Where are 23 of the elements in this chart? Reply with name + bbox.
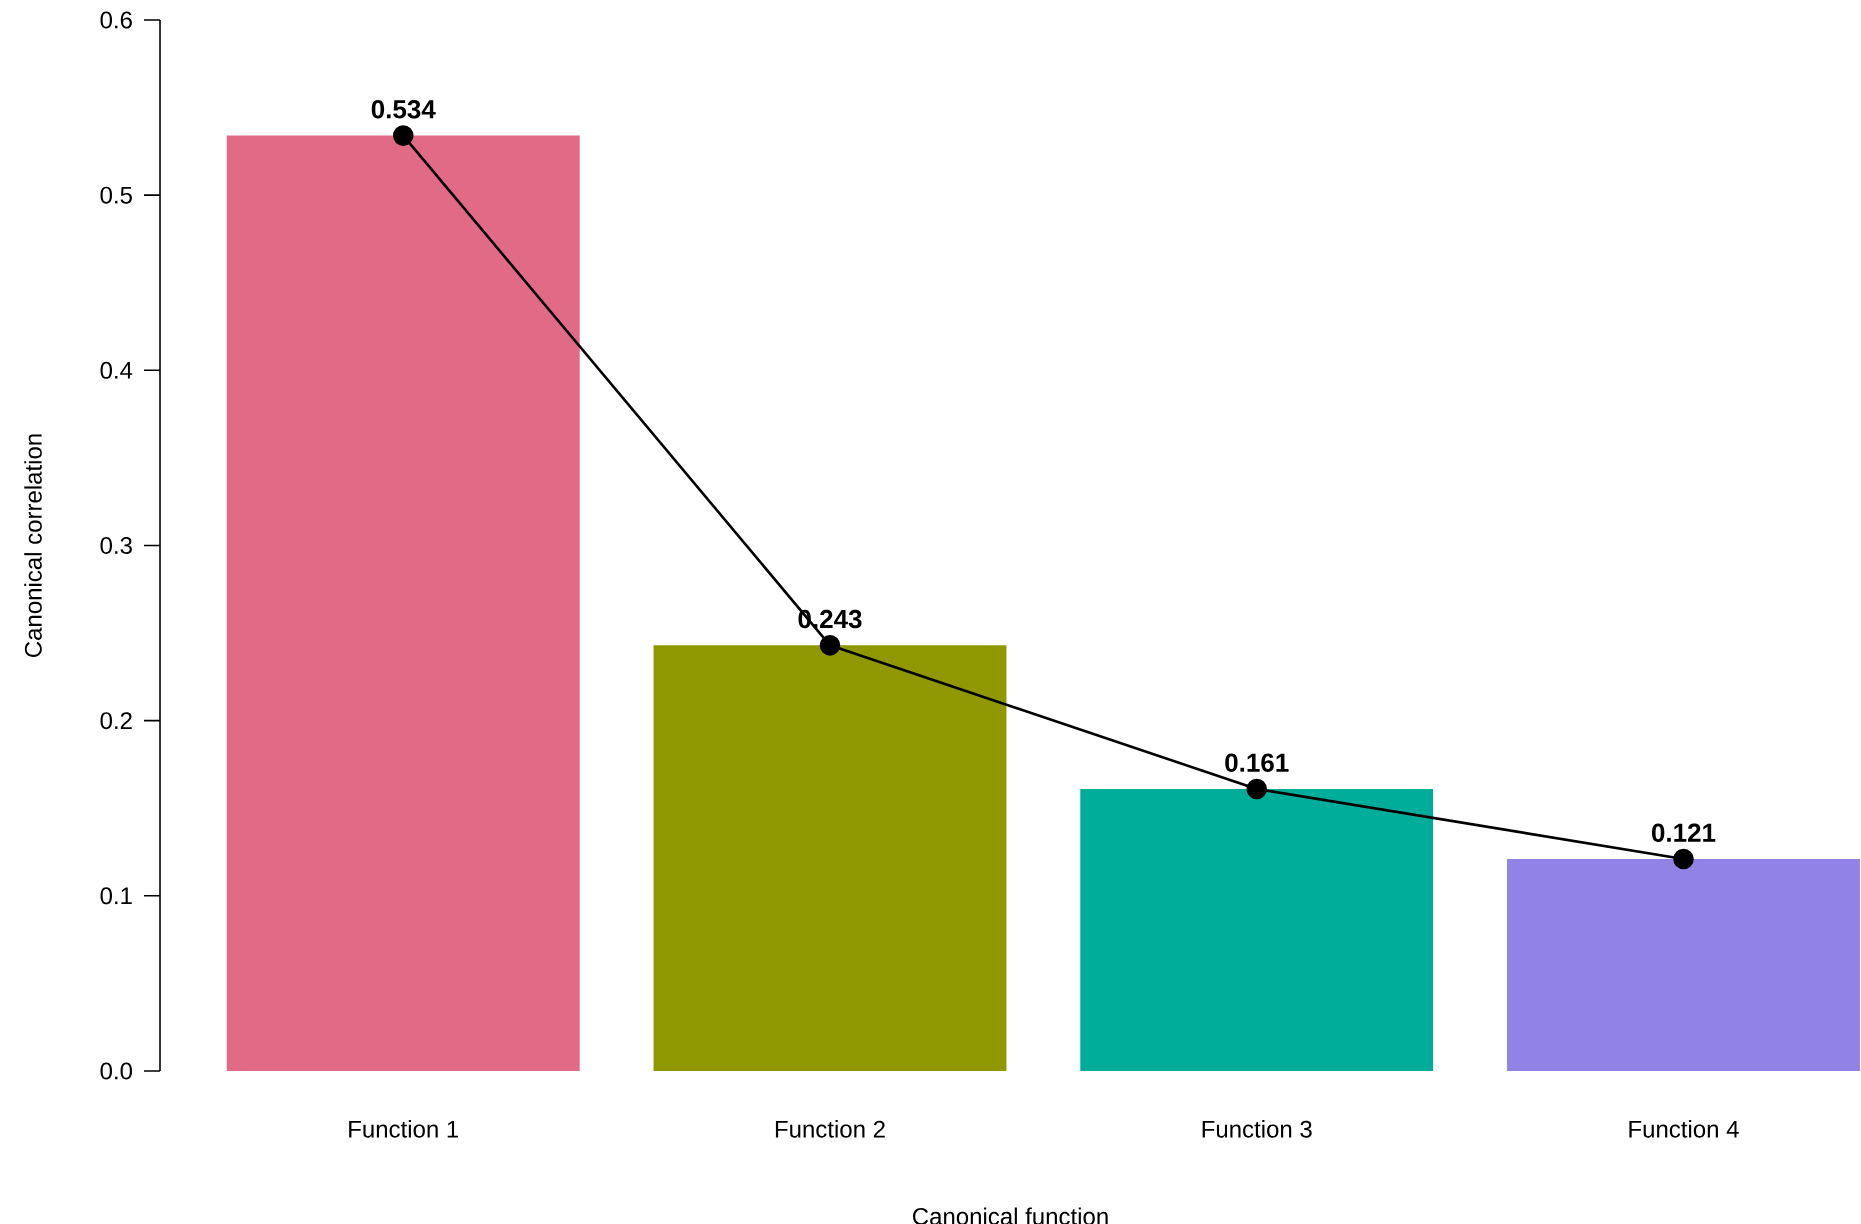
y-tick-label: 0.1 — [100, 887, 132, 905]
y-tick-label: 0.5 — [100, 186, 132, 204]
bar — [1080, 788, 1434, 1071]
y-tick-label: 0.3 — [100, 537, 132, 554]
x-tick-label: Function 2 — [775, 1120, 885, 1138]
data-label: 0.161 — [1225, 753, 1289, 772]
point — [1673, 848, 1694, 870]
x-tick-label: Function 3 — [1202, 1120, 1312, 1138]
x-tick-label: Function 1 — [349, 1120, 459, 1138]
y-tick-label: 0.0 — [100, 1062, 133, 1080]
y-tick-label: 0.6 — [100, 11, 132, 29]
data-label: 0.121 — [1651, 823, 1716, 842]
point — [1246, 778, 1268, 800]
bar — [226, 135, 580, 1071]
bar — [653, 645, 1007, 1071]
data-label: 0.534 — [371, 100, 436, 119]
y-tick-label: 0.2 — [100, 712, 132, 730]
y-tick-label: 0.4 — [100, 361, 133, 379]
y-axis-title: Canonical correlation — [24, 434, 42, 657]
point — [392, 125, 414, 146]
point — [819, 635, 841, 656]
x-tick-label: Function 4 — [1629, 1120, 1739, 1138]
bar — [1507, 859, 1860, 1071]
